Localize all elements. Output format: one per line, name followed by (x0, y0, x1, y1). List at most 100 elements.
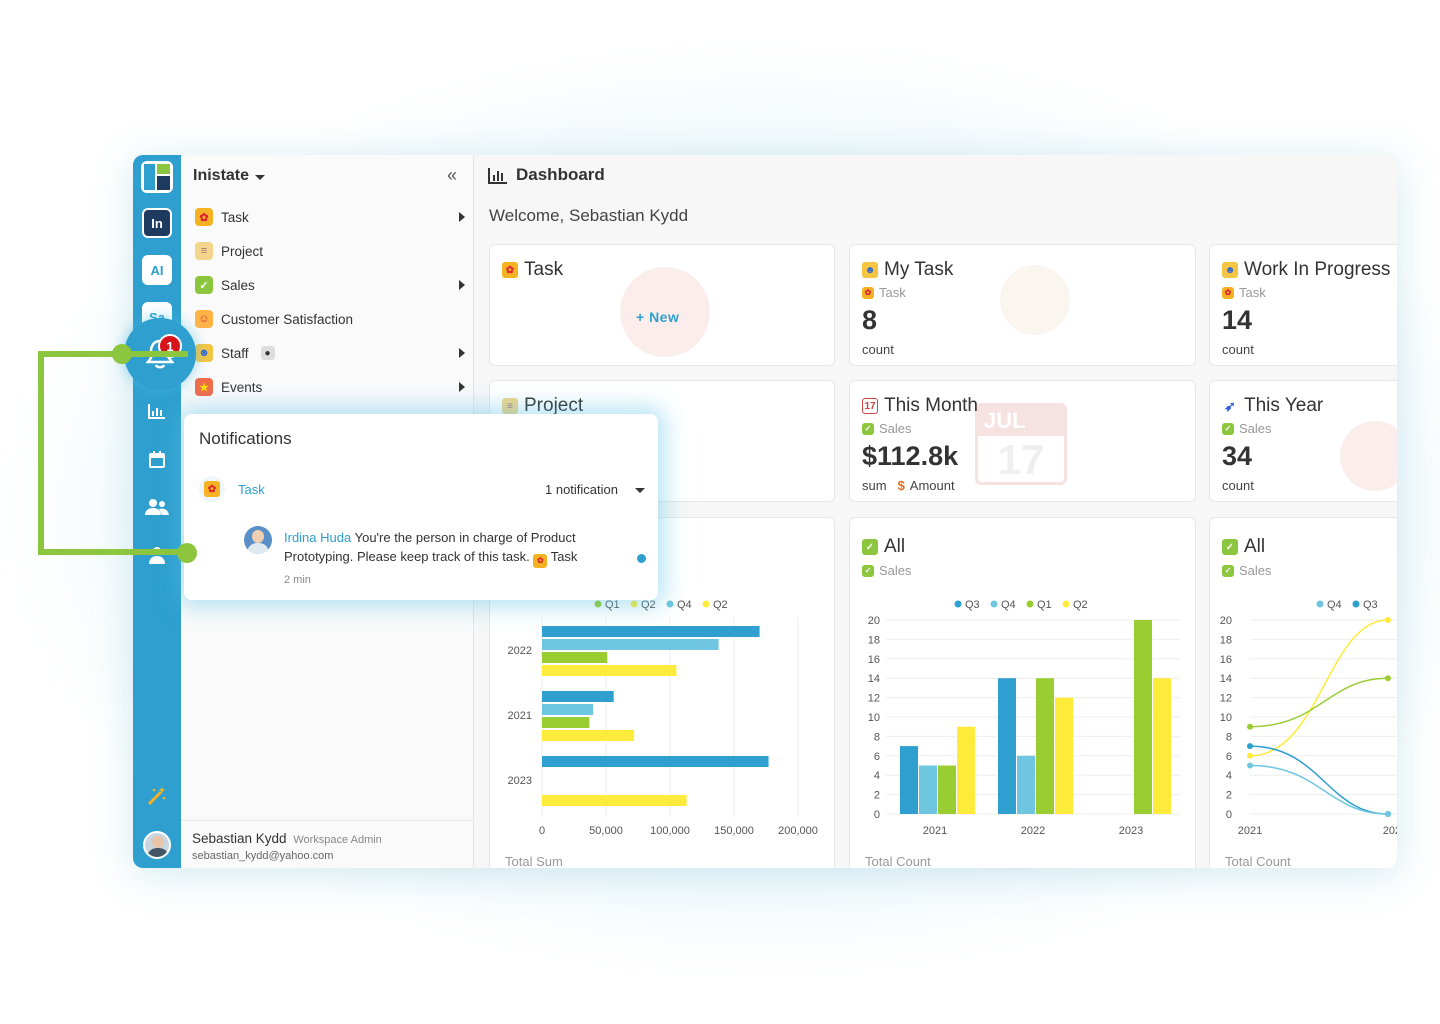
workspace-ai[interactable]: AI (142, 255, 172, 285)
x-tick-label: 0 (539, 825, 545, 837)
sidebar-item-staff[interactable]: ☻ Staff ● (195, 341, 465, 365)
sales-icon: ✓ (862, 539, 878, 555)
y-tick-label: 18 (868, 634, 880, 646)
y-tick-label: 14 (868, 673, 880, 685)
y-tick-label: 2023 (508, 775, 532, 787)
new-task-button[interactable]: + New (636, 309, 680, 325)
y-tick-label: 16 (1220, 654, 1232, 666)
notifications-panel: Notifications ✿ Task 1 notification Irdi… (184, 414, 658, 600)
work-in-progress-card[interactable]: ☻ Work In Progress ✿ Task 14 count (1209, 244, 1397, 366)
notification-message: Irdina Huda You're the person in charge … (284, 528, 609, 568)
legend-marker (594, 600, 602, 608)
y-tick-label: 8 (1226, 731, 1232, 743)
legend-marker (1316, 600, 1324, 608)
x-tick-label: 2021 (1238, 825, 1262, 837)
legend-marker (954, 600, 962, 608)
y-tick-label: 14 (1220, 673, 1232, 685)
staff-icon: ☻ (195, 344, 213, 362)
scroll-icon: ≡ (195, 242, 213, 260)
sales-icon: ✓ (1222, 422, 1234, 435)
smile-icon: ☺ (195, 310, 213, 328)
notification-module: Task (550, 549, 578, 564)
y-tick-label: 4 (1226, 770, 1232, 782)
notification-item[interactable]: Irdina Huda You're the person in charge … (242, 524, 652, 594)
legend-label: Q1 (605, 599, 620, 611)
chart-axis-label: Total Count (865, 854, 931, 868)
bar (542, 704, 594, 715)
y-tick-label: 10 (1220, 712, 1232, 724)
task-icon: ✿ (862, 286, 874, 299)
chart-card-all-sales-line[interactable]: ✓ All ✓ Sales Q4 Q3 0 2 4 6 8 10 12 14 16 18 20 2021 202… (1209, 517, 1397, 868)
data-point (1247, 723, 1253, 730)
card-title: ✓ All (862, 536, 905, 558)
person-icon: ☻ (1222, 262, 1238, 278)
notifications-button[interactable]: 1 (124, 318, 196, 390)
y-tick-label: 6 (1226, 751, 1232, 763)
chart-icon[interactable] (145, 399, 169, 423)
legend-marker (990, 600, 998, 608)
workspace-switcher[interactable]: Inistate (193, 167, 266, 185)
x-tick-label: 50,000 (589, 825, 623, 837)
notification-badge: 1 (158, 334, 182, 358)
card-module: ✓ Sales (862, 563, 912, 578)
author-avatar (244, 526, 272, 554)
chevron-down-icon (255, 174, 266, 180)
user-avatar[interactable] (143, 831, 171, 859)
chart-card-total-sum[interactable]: Q1 Q2 Q4 Q2 0 50,000 100,000 150,000 200,000 2022… (489, 517, 835, 868)
bar (542, 717, 590, 728)
my-task-card[interactable]: ☻ My Task ✿ Task 8 count (849, 244, 1196, 366)
task-icon: ✿ (502, 262, 518, 278)
sidebar-item-events[interactable]: ★ Events (195, 375, 465, 399)
series-line (1249, 677, 1389, 728)
data-point (1385, 675, 1391, 682)
sales-icon: ✓ (1222, 539, 1238, 555)
chevron-down-icon[interactable] (635, 488, 645, 493)
legend-marker (1062, 600, 1070, 608)
sales-icon: ✓ (195, 276, 213, 294)
x-tick-label: 2023 (1119, 825, 1143, 837)
task-card[interactable]: ✿ Task + New (489, 244, 835, 366)
sidebar-item-sales[interactable]: ✓ Sales (195, 273, 465, 297)
bar (542, 691, 614, 702)
calendar-icon[interactable] (145, 447, 169, 471)
workspace-in[interactable]: In (142, 208, 172, 238)
bar (1017, 755, 1035, 814)
sidebar-item-customer-satisfaction[interactable]: ☺ Customer Satisfaction (195, 307, 465, 331)
users-icon[interactable] (145, 495, 169, 519)
this-month-card[interactable]: 17 This Month ✓ Sales $112.8k sum $ Amount J… (849, 380, 1196, 502)
sidebar-item-task[interactable]: ✿ Task (195, 205, 465, 229)
legend-label: Q4 (1327, 599, 1342, 611)
chevron-right-icon (459, 382, 465, 392)
sidebar-item-label: Staff (221, 345, 249, 361)
legend-label: Q3 (1363, 599, 1378, 611)
card-title: ☻ Work In Progress (1222, 259, 1390, 281)
welcome-text: Welcome, Sebastian Kydd (489, 206, 689, 225)
data-point (1385, 617, 1391, 623)
app-logo[interactable] (141, 161, 173, 193)
dollar-icon: $ (897, 478, 905, 493)
chart-card-all-sales[interactable]: ✓ All ✓ Sales Q3 Q4 Q1 Q2 0 2 4 6 8 10 12 14 16 18 20 202… (849, 517, 1196, 868)
task-icon: ✿ (1222, 286, 1234, 299)
bar (542, 756, 769, 767)
notification-group-task[interactable]: ✿ Task 1 notification (199, 474, 645, 504)
callout-dot-bell (112, 344, 132, 364)
chevron-right-icon (459, 348, 465, 358)
legend-label: Q1 (1037, 599, 1052, 611)
this-year-card[interactable]: ➶ This Year ✓ Sales 34 count (1209, 380, 1397, 502)
legend-marker (666, 600, 674, 608)
user-icon[interactable] (145, 543, 169, 567)
series-line (1249, 745, 1389, 815)
bar (542, 639, 719, 650)
sidebar-item-project[interactable]: ≡ Project (195, 239, 465, 263)
user-profile[interactable]: Sebastian Kydd Workspace Admin sebastian… (181, 820, 474, 868)
sidebar-item-label: Task (221, 209, 249, 225)
bar (1036, 678, 1054, 814)
sales-icon: ✓ (862, 564, 874, 577)
bar (938, 765, 956, 814)
magic-wand-icon[interactable] (145, 784, 169, 808)
collapse-sidebar-icon[interactable]: « (447, 165, 458, 185)
y-tick-label: 2 (1226, 790, 1232, 802)
sidebar-item-label: Customer Satisfaction (221, 311, 354, 327)
data-point (1247, 752, 1253, 759)
notification-author[interactable]: Irdina Huda (284, 530, 352, 545)
